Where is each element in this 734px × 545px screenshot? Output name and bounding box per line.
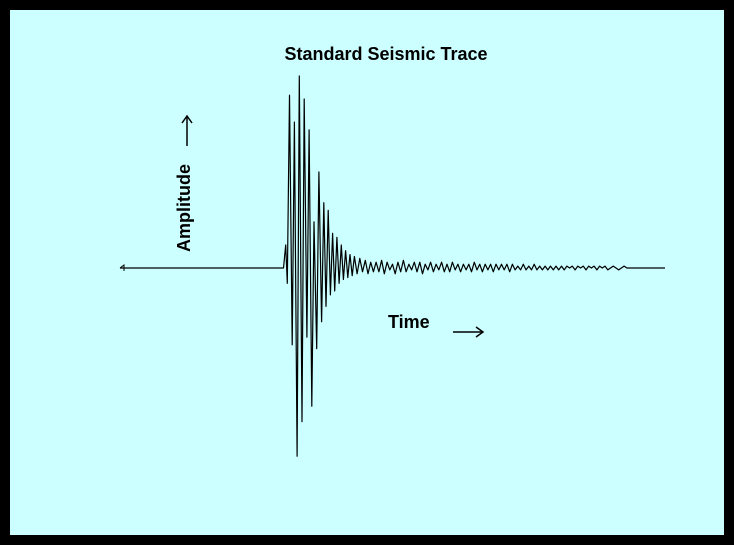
trace-line-0 [120, 75, 665, 457]
seismic-trace-chart: Standard Seismic Trace Amplitude Time [119, 44, 665, 457]
y-axis-label: Amplitude [174, 164, 194, 252]
y-axis-arrow-icon [181, 114, 193, 146]
x-axis-label: Time [388, 312, 430, 332]
trace-start-arrow-icon [119, 264, 125, 271]
seismic-trace-series [120, 75, 665, 457]
x-axis-arrow-icon [453, 326, 485, 338]
chart-title: Standard Seismic Trace [284, 44, 487, 64]
